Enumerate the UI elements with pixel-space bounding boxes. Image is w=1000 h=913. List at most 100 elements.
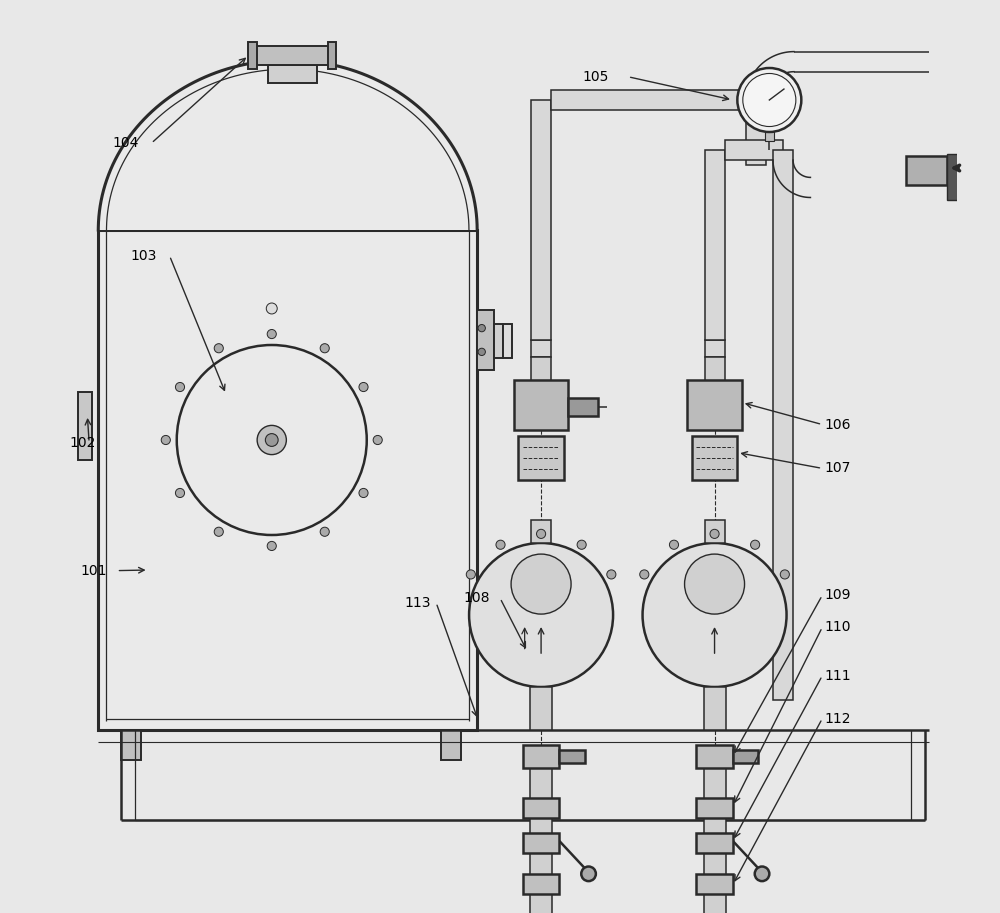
Bar xyxy=(696,833,733,853)
Bar xyxy=(78,392,92,460)
Bar xyxy=(687,380,742,430)
Circle shape xyxy=(710,530,719,539)
Bar xyxy=(523,833,559,853)
Circle shape xyxy=(478,324,485,331)
Text: 107: 107 xyxy=(824,461,850,476)
Circle shape xyxy=(780,570,789,579)
Circle shape xyxy=(177,345,367,535)
Circle shape xyxy=(478,348,485,355)
Text: 113: 113 xyxy=(404,595,431,610)
Circle shape xyxy=(161,436,170,445)
Bar xyxy=(773,150,793,700)
Bar xyxy=(530,768,552,800)
Bar xyxy=(705,340,725,357)
Circle shape xyxy=(669,540,679,550)
Bar xyxy=(531,340,551,357)
Bar xyxy=(98,230,477,730)
Bar xyxy=(765,131,774,142)
Bar xyxy=(503,323,512,358)
Circle shape xyxy=(320,527,329,536)
Bar xyxy=(268,65,317,83)
Circle shape xyxy=(214,527,223,536)
Bar xyxy=(705,357,725,380)
Bar xyxy=(523,798,559,818)
Text: 102: 102 xyxy=(69,436,95,450)
Circle shape xyxy=(214,343,223,352)
Bar xyxy=(559,750,585,763)
Bar xyxy=(530,853,552,876)
Circle shape xyxy=(685,554,745,614)
Circle shape xyxy=(607,570,616,579)
Bar xyxy=(568,398,598,416)
Circle shape xyxy=(466,570,475,579)
Polygon shape xyxy=(98,60,477,230)
Circle shape xyxy=(640,570,649,579)
Bar xyxy=(328,42,336,69)
Circle shape xyxy=(755,866,769,881)
Bar xyxy=(477,310,494,370)
Bar xyxy=(704,818,726,850)
Bar xyxy=(523,874,559,894)
Text: 104: 104 xyxy=(112,136,138,151)
Text: 109: 109 xyxy=(824,588,851,603)
Circle shape xyxy=(743,73,796,127)
Text: 101: 101 xyxy=(80,563,107,578)
Circle shape xyxy=(737,68,801,132)
Text: 111: 111 xyxy=(824,668,851,683)
Bar xyxy=(704,894,726,913)
Bar xyxy=(121,730,141,760)
Bar xyxy=(692,436,737,480)
Circle shape xyxy=(537,530,546,539)
Circle shape xyxy=(175,488,185,498)
Bar xyxy=(704,768,726,800)
Bar xyxy=(248,42,257,69)
Bar xyxy=(531,357,551,380)
Bar xyxy=(746,100,766,165)
Bar xyxy=(523,745,559,768)
Bar xyxy=(441,730,461,760)
Circle shape xyxy=(359,383,368,392)
Bar xyxy=(696,798,733,818)
Circle shape xyxy=(266,303,277,314)
Bar xyxy=(733,750,758,763)
Bar xyxy=(696,874,733,894)
Bar xyxy=(514,380,568,430)
Bar xyxy=(705,520,725,543)
Text: 110: 110 xyxy=(824,620,851,635)
Circle shape xyxy=(359,488,368,498)
Bar xyxy=(530,818,552,850)
Text: 105: 105 xyxy=(582,69,609,84)
Circle shape xyxy=(265,434,278,446)
Bar xyxy=(518,436,564,480)
Bar xyxy=(254,47,331,65)
Bar xyxy=(530,687,552,730)
Bar xyxy=(725,140,783,160)
Text: 103: 103 xyxy=(130,248,157,263)
Bar xyxy=(704,687,726,730)
Bar xyxy=(530,894,552,913)
Circle shape xyxy=(267,541,276,551)
Circle shape xyxy=(175,383,185,392)
Text: 106: 106 xyxy=(824,417,851,432)
Text: 108: 108 xyxy=(463,591,490,605)
Circle shape xyxy=(581,866,596,881)
Circle shape xyxy=(511,554,571,614)
Circle shape xyxy=(267,330,276,339)
Circle shape xyxy=(643,543,787,687)
Text: 112: 112 xyxy=(824,711,851,726)
Bar xyxy=(696,745,733,768)
Bar xyxy=(531,100,551,340)
Circle shape xyxy=(496,540,505,550)
Circle shape xyxy=(257,425,286,455)
Bar xyxy=(551,90,756,110)
Circle shape xyxy=(320,343,329,352)
Circle shape xyxy=(373,436,382,445)
Bar xyxy=(705,150,725,340)
Bar xyxy=(494,323,503,358)
Bar xyxy=(704,853,726,876)
Bar xyxy=(906,156,947,185)
Bar xyxy=(531,520,551,543)
Circle shape xyxy=(577,540,586,550)
Bar xyxy=(947,154,958,200)
Circle shape xyxy=(469,543,613,687)
